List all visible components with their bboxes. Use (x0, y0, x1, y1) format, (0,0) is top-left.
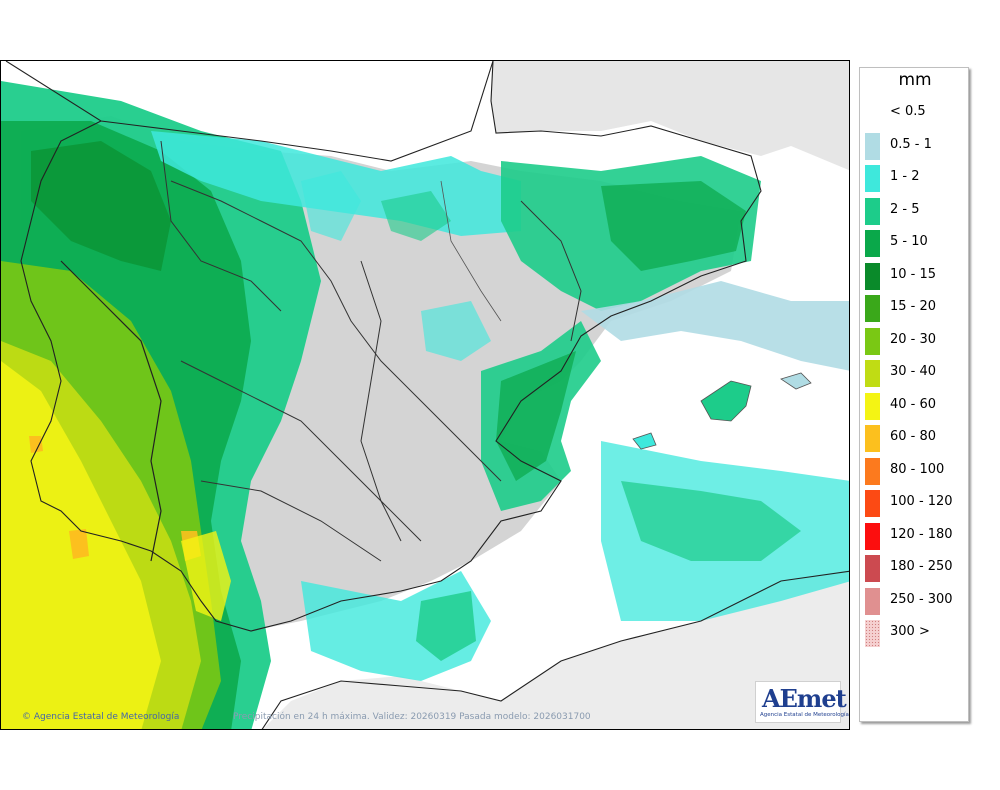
legend: mm < 0.5 0.5 - 1 1 - 2 2 - 5 5 - 10 10 - 15 15… (859, 67, 969, 722)
legend-label: 0.5 - 1 (890, 136, 932, 152)
legend-label: 5 - 10 (890, 234, 928, 249)
legend-swatch (865, 262, 880, 290)
legend-label: 120 - 180 (890, 526, 953, 542)
legend-swatch (865, 555, 880, 582)
legend-swatch (865, 165, 880, 192)
legend-swatch (865, 132, 880, 160)
legend-label: 250 - 300 (890, 591, 953, 607)
footer-validity: Precipitación en 24 h máxima. Validez: 2… (233, 712, 591, 722)
precip-spot-60-80-a (29, 436, 43, 453)
france-land (491, 61, 849, 171)
africa-land (263, 571, 849, 729)
legend-entry: 20 - 30 (860, 322, 970, 355)
precip-zone-5-10-catalonia (601, 181, 746, 271)
legend-label: < 0.5 (890, 104, 926, 119)
legend-swatch (865, 327, 880, 355)
legend-entry: 30 - 40 (860, 354, 970, 387)
ibiza (632, 432, 657, 450)
legend-entry: 2 - 5 (860, 192, 970, 225)
legend-entry: 250 - 300 (860, 582, 970, 615)
legend-swatch (865, 360, 880, 387)
legend-entry: 180 - 250 (860, 549, 970, 582)
legend-label: 180 - 250 (890, 559, 953, 574)
north-coastline (5, 61, 494, 162)
legend-entry: 15 - 20 (860, 289, 970, 322)
region-border-3 (360, 260, 402, 542)
precipitation-map (0, 60, 850, 730)
legend-swatch (865, 100, 880, 127)
precip-zone-5-10-east (496, 351, 576, 481)
legend-entry: 300 > (860, 614, 970, 647)
legend-label: 20 - 30 (890, 331, 937, 347)
region-border-7 (200, 480, 382, 562)
logo-subtitle: Agencia Estatal de Meteorología (760, 712, 849, 718)
legend-entry: 100 - 120 (860, 484, 970, 517)
legend-swatch (865, 620, 880, 647)
legend-entry: 0.5 - 1 (860, 127, 970, 160)
precip-patch-center-2 (421, 301, 491, 361)
africa-coastline (261, 570, 849, 729)
legend-label: 30 - 40 (890, 364, 937, 379)
legend-label: 60 - 80 (890, 429, 937, 444)
legend-label: 15 - 20 (890, 299, 937, 314)
peninsula-coastline (20, 61, 762, 632)
mallorca (700, 380, 752, 422)
precip-patch-center-1 (301, 171, 361, 241)
legend-swatch (865, 587, 880, 615)
region-border-4 (520, 200, 582, 342)
precip-zone-40-60-gibraltar (181, 531, 231, 621)
footer-credit: © Agencia Estatal de Meteorología (22, 712, 180, 722)
logo-word: AEmet (762, 684, 847, 713)
legend-entry: 1 - 2 (860, 159, 970, 192)
precip-spot-60-80-b (69, 529, 89, 559)
legend-swatch (865, 457, 880, 485)
legend-entry: 120 - 180 (860, 517, 970, 550)
map-svg (1, 61, 849, 729)
legend-label: 80 - 100 (890, 461, 945, 477)
legend-entry: 60 - 80 (860, 419, 970, 452)
precip-zone-2-5-southeast (416, 591, 476, 661)
menorca (780, 372, 812, 390)
legend-entry: 5 - 10 (860, 224, 970, 257)
legend-swatch (865, 425, 880, 452)
legend-swatch (865, 490, 880, 517)
precip-zone-0-5-1-med (581, 281, 849, 371)
region-border-5 (160, 140, 282, 312)
aemet-logo: AEmet Agencia Estatal de Meteorología (755, 681, 849, 723)
legend-entry: 80 - 100 (860, 452, 970, 485)
legend-swatch (865, 522, 880, 550)
legend-entry: 40 - 60 (860, 387, 970, 420)
legend-label: 100 - 120 (890, 494, 953, 509)
legend-label: 40 - 60 (890, 396, 937, 412)
legend-unit: mm (898, 70, 932, 90)
legend-label: 10 - 15 (890, 266, 937, 282)
legend-label: 1 - 2 (890, 169, 920, 184)
legend-entry: 10 - 15 (860, 257, 970, 290)
legend-swatch (865, 295, 880, 322)
region-border-1 (170, 180, 502, 482)
legend-label: 2 - 5 (890, 201, 920, 217)
precip-patch-center-3 (381, 191, 451, 241)
precip-zone-10-15-galicia (31, 141, 171, 271)
legend-swatch (865, 197, 880, 225)
legend-swatch (865, 392, 880, 420)
region-border-6 (440, 180, 502, 322)
legend-swatch (865, 230, 880, 257)
legend-label: 300 > (890, 624, 930, 639)
precip-zone-2-5-med (621, 481, 801, 561)
legend-entry: < 0.5 (860, 94, 970, 127)
portugal-border (60, 260, 162, 562)
